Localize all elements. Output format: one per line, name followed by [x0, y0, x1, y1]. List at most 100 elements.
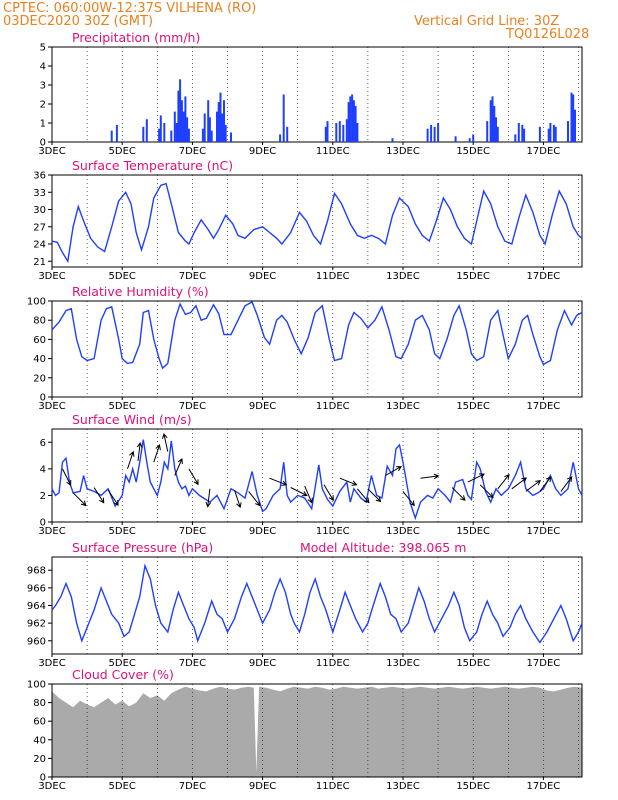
precip-bar	[158, 128, 161, 142]
plot-frame	[51, 174, 583, 268]
precip-bar	[352, 100, 355, 142]
precip-bar	[145, 119, 148, 142]
wind-arrow	[560, 476, 573, 492]
wind-arrow	[107, 489, 119, 506]
y-tick-label: 0	[40, 393, 46, 404]
series-line	[51, 182, 583, 264]
wind-arrow	[339, 477, 358, 486]
precip-bar	[514, 134, 517, 142]
precip-bar	[454, 136, 457, 142]
x-tick-label: 17DEC	[527, 271, 561, 282]
plot-frame	[51, 46, 583, 143]
wind-arrow	[62, 468, 72, 486]
precip-bar	[142, 126, 145, 142]
wind-arrow	[467, 473, 485, 483]
x-tick-label: 11DEC	[316, 781, 350, 792]
x-tick-label: 15DEC	[456, 401, 490, 412]
x-tick-label: 7DEC	[179, 401, 206, 412]
wind-arrow	[402, 491, 415, 507]
panel-title: Cloud Cover (%)	[72, 667, 174, 682]
wind-arrow	[420, 473, 440, 480]
x-tick-label: 13DEC	[386, 781, 420, 792]
precip-bar	[391, 138, 394, 142]
precip-bar	[163, 123, 166, 142]
precip-bar	[430, 124, 433, 142]
y-tick-label: 0	[40, 773, 46, 784]
x-tick-label: 11DEC	[316, 658, 350, 669]
wind-arrow	[385, 466, 403, 476]
y-tick-label: 27	[33, 222, 46, 233]
precip-bar	[184, 96, 187, 142]
x-tick-label: 5DEC	[109, 401, 136, 412]
precip-bar	[554, 126, 557, 142]
precip-bar	[338, 121, 341, 142]
x-tick-label: 15DEC	[456, 271, 490, 282]
x-tick-label: 5DEC	[109, 271, 136, 282]
y-tick-label: 4	[40, 464, 46, 475]
precip-bar	[177, 90, 180, 142]
wind-arrow	[174, 458, 183, 476]
x-tick-label: 7DEC	[179, 526, 206, 537]
y-tick-label: 960	[27, 636, 46, 647]
x-tick-label: 3DEC	[38, 401, 65, 412]
wind-arrow	[497, 473, 510, 490]
y-tick-label: 2	[40, 100, 46, 111]
precip-bar	[207, 100, 210, 142]
precip-bar	[335, 123, 338, 142]
precip-bar	[433, 126, 436, 142]
y-tick-label: 40	[33, 735, 46, 746]
y-tick-label: 80	[33, 698, 46, 709]
precip-bar	[208, 117, 211, 142]
wind-arrow	[205, 488, 212, 508]
x-tick-label: 9DEC	[249, 781, 276, 792]
x-tick-label: 5DEC	[109, 146, 136, 157]
precip-bar	[486, 121, 489, 142]
precip-bar	[173, 111, 176, 142]
panel-3: 0 20 40 60 80 100 3DEC 5DEC 7DEC 9DEC 11DEC 13DEC 15…	[27, 284, 583, 412]
x-tick-label: 9DEC	[249, 271, 276, 282]
y-tick-label: 6	[40, 438, 46, 449]
wind-arrow	[127, 450, 135, 470]
x-tick-label: 13DEC	[386, 146, 420, 157]
y-tick-label: 20	[33, 373, 46, 384]
x-tick-label: 11DEC	[316, 271, 350, 282]
x-tick-label: 17DEC	[527, 146, 561, 157]
x-tick-label: 7DEC	[179, 658, 206, 669]
y-tick-label: 5	[40, 43, 46, 54]
y-tick-label: 20	[33, 754, 46, 765]
precip-bar	[342, 124, 345, 142]
header-grid-note: Vertical Grid Line: 30Z	[414, 14, 559, 29]
header-location: CPTEC: 060:00W-12:37S VILHENA (RO)	[3, 1, 256, 16]
precip-bar	[203, 113, 206, 142]
x-tick-label: 3DEC	[38, 526, 65, 537]
precip-bar	[223, 100, 225, 142]
panel-4: 0 2 4 6 3DEC 5DEC 7DEC 9DEC 11DEC 13DEC 15DEC 17DEC…	[38, 412, 583, 537]
panel-2: 21 24 27 30 33 36 3DEC 5DEC 7DEC 9DEC 11DEC 13DEC 15…	[33, 158, 583, 282]
precip-bar	[159, 115, 162, 142]
wind-arrow	[479, 484, 494, 499]
y-tick-label: 0	[40, 518, 46, 529]
x-tick-label: 13DEC	[386, 271, 420, 282]
series-line	[51, 439, 583, 521]
wind-arrow	[136, 441, 143, 461]
wind-arrow	[290, 487, 308, 497]
y-tick-label: 40	[33, 354, 46, 365]
wind-arrow	[162, 432, 169, 452]
precip-bar	[552, 124, 555, 142]
precip-bar	[187, 128, 190, 142]
y-tick-label: 24	[33, 240, 46, 251]
precip-bar	[570, 92, 573, 142]
x-tick-label: 9DEC	[249, 526, 276, 537]
x-tick-label: 7DEC	[179, 271, 206, 282]
x-tick-label: 5DEC	[109, 526, 136, 537]
x-tick-label: 3DEC	[38, 146, 65, 157]
y-tick-label: 30	[33, 205, 46, 216]
x-tick-label: 11DEC	[316, 146, 350, 157]
precip-bar	[186, 117, 189, 142]
precip-bar	[110, 130, 113, 142]
y-tick-label: 100	[27, 297, 46, 308]
x-tick-label: 15DEC	[456, 781, 490, 792]
precip-bar	[495, 117, 497, 142]
x-tick-label: 13DEC	[386, 658, 420, 669]
x-tick-label: 13DEC	[386, 526, 420, 537]
